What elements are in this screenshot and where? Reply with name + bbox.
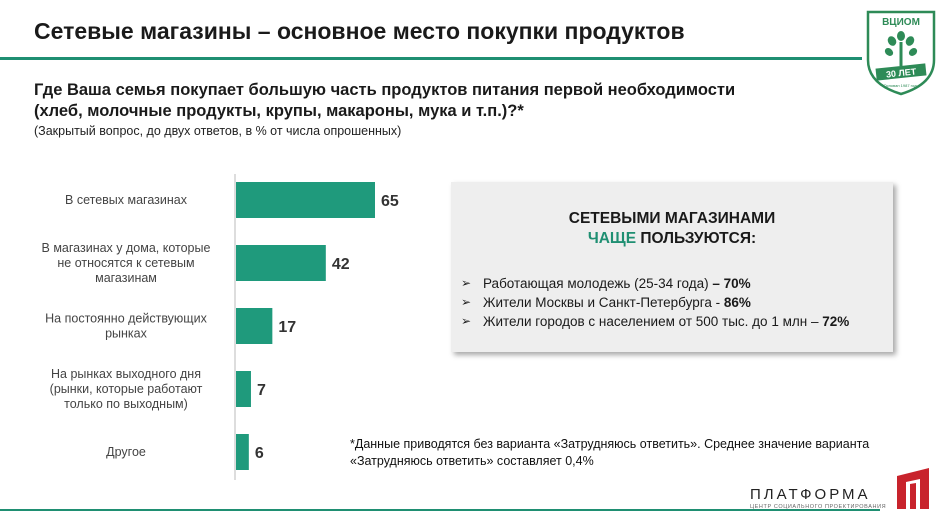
info-item-value: – 70% [712,276,751,291]
category-label: На постоянно действующих рынках [45,312,207,341]
info-box: СЕТЕВЫМИ МАГАЗИНАМИ ЧАЩЕ ПОЛЬЗУЮТСЯ: ➢ Ра… [451,182,893,352]
platforma-subtitle: ЦЕНТР СОЦИАЛЬНОГО ПРОЕКТИРОВАНИЯ [750,504,887,510]
category-label-line: магазинам [95,271,157,285]
category-label-line: рынках [105,327,148,341]
list-item: ➢ Работающая молодежь (25-34 года) – 70% [461,274,881,293]
bar-value-label: 6 [255,445,264,462]
category-label: В магазинах у дома, которые не относятся … [42,241,211,285]
question-note: (Закрытый вопрос, до двух ответов, в % о… [34,124,402,138]
bar-chart: 65 В сетевых магазинах 42 В магазинах у дом… [42,174,399,480]
platforma-brand: ПЛАТФОРМА ЦЕНТР СОЦИАЛЬНОГО ПРОЕКТИРОВАН… [750,486,886,510]
info-list: ➢ Работающая молодежь (25-34 года) – 70% … [461,274,881,331]
category-label: Другое [106,445,146,459]
vciom-logo-name: ВЦИОМ [882,17,920,28]
info-heading-line1: СЕТЕВЫМИ МАГАЗИНАМИ [568,210,776,227]
bar-4 [236,434,249,470]
category-label-line: Другое [106,445,146,459]
info-heading-accent: ЧАЩЕ [587,230,637,247]
bar-value-label: 17 [278,319,296,336]
survey-question: Где Ваша семья покупает большую часть пр… [34,81,736,120]
info-heading-rest: ПОЛЬЗУЮТСЯ: [636,230,757,247]
bar-value-label: 42 [332,256,350,273]
category-label-line: На постоянно действующих [45,312,207,326]
info-item-text: Жители Москвы и Санкт-Петербурга - [483,295,724,310]
slide-title: Сетевые магазины – основное место покупк… [34,18,685,44]
category-label-line: не относятся к сетевым [57,256,194,270]
vciom-logo-founded: Основан 1987 году [883,83,918,88]
category-label: На рынках выходного дня (рынки, которые р… [50,367,203,411]
info-item-value: 86% [723,295,751,310]
platforma-logo-icon [897,468,929,509]
bar-value-label: 65 [381,193,399,210]
category-label-line: В сетевых магазинах [65,193,188,207]
info-item-text: Жители городов с населением от 500 тыс. … [483,314,823,329]
category-label-line: (рынки, которые работают [50,382,203,396]
bar-2 [236,308,273,344]
bar-3 [236,371,251,407]
platforma-name: ПЛАТФОРМА [750,486,871,503]
info-item-value: 72% [822,314,850,329]
info-item-text: Работающая молодежь (25-34 года) [483,276,713,291]
info-box-heading: СЕТЕВЫМИ МАГАЗИНАМИ ЧАЩЕ ПОЛЬЗУЮТСЯ: [451,209,893,249]
category-label-line: В магазинах у дома, которые [42,241,211,255]
bar-0 [236,182,375,218]
title-divider [0,57,862,60]
vciom-logo-years: 30 ЛЕТ [886,66,918,79]
list-item: ➢ Жители Москвы и Санкт-Петербурга - 86% [461,293,881,312]
bar-value-label: 7 [257,382,266,399]
arrowhead-bullet-icon: ➢ [461,295,472,309]
list-item: ➢ Жители городов с населением от 500 тыс.… [461,312,881,331]
footnote: *Данные приводятся без варианта «Затрудн… [350,437,870,468]
arrowhead-bullet-icon: ➢ [461,314,472,328]
vciom-logo: ВЦИОМ 30 ЛЕТ Основан 1987 году [866,10,936,96]
tree-shield-icon [884,31,918,66]
category-label-line: На рынках выходного дня [51,367,201,381]
bottom-divider [0,509,880,511]
bar-1 [236,245,326,281]
arrowhead-bullet-icon: ➢ [461,276,472,290]
category-label: В сетевых магазинах [65,193,188,207]
category-label-line: только по выходным) [64,397,188,411]
